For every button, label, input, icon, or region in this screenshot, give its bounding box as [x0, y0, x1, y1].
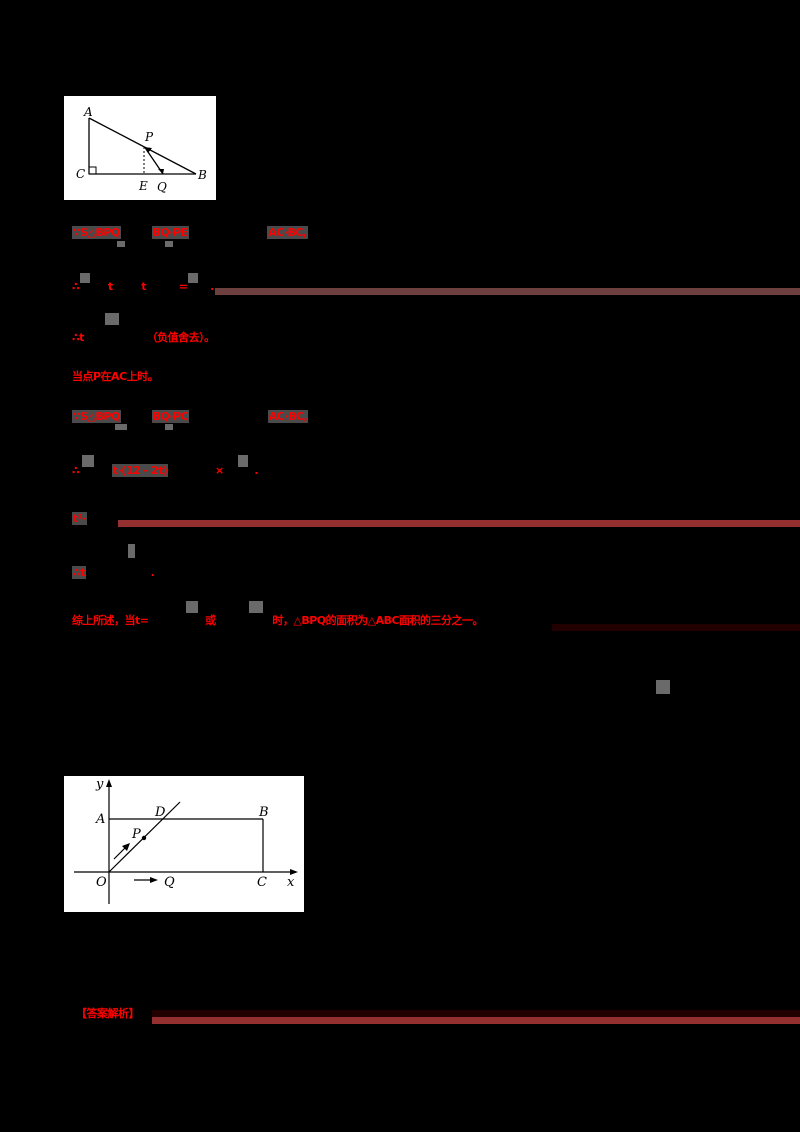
case1-area-line: ∵S△BPQ BQ·PE AC·BC, — [72, 226, 308, 240]
fraction-placeholder — [115, 424, 127, 430]
svg-text:D: D — [154, 805, 166, 820]
highlight-bar — [215, 288, 800, 295]
fraction-placeholder — [656, 680, 670, 694]
fraction-placeholder — [165, 424, 173, 430]
svg-text:x: x — [287, 875, 295, 890]
case1-result-line: ∴t （负值舍去）。 — [72, 331, 215, 344]
fraction-placeholder — [80, 273, 90, 283]
svg-text:O: O — [96, 875, 107, 890]
svg-text:Q: Q — [164, 875, 175, 890]
fraction-placeholder — [249, 601, 263, 613]
svg-text:E: E — [138, 179, 148, 193]
svg-text:C: C — [257, 875, 267, 890]
svg-text:Q: Q — [157, 180, 167, 194]
case2-result-line: ∴t . — [72, 566, 155, 579]
triangle-diagram: A C E Q B P — [76, 105, 207, 194]
svg-text:A: A — [95, 812, 105, 827]
svg-text:y: y — [95, 777, 104, 792]
svg-text:P: P — [144, 130, 154, 144]
case2-area-line: ∵S△BPQ BQ·PC AC·BC, — [72, 410, 309, 424]
case2-equation-line: ∴ t·(12 - 2t) × . — [72, 464, 259, 477]
highlight-bar — [552, 624, 800, 631]
svg-text:B: B — [197, 168, 207, 182]
case2-quadratic-line: t²- — [72, 512, 88, 525]
svg-text:B: B — [258, 805, 269, 820]
fraction-placeholder — [165, 241, 173, 247]
fraction-placeholder — [238, 455, 248, 467]
fraction-placeholder — [186, 601, 198, 613]
ac-bc-expression: AC·BC, — [267, 226, 308, 239]
area-expression-1: ∵S△BPQ — [72, 226, 121, 239]
bq-pc-expression: BQ·PC — [151, 410, 190, 423]
svg-text:A: A — [83, 105, 93, 119]
highlight-bar — [152, 1017, 800, 1024]
fraction-placeholder — [117, 241, 125, 247]
figure-triangle: A C E Q B P — [64, 96, 216, 200]
highlight-bar — [118, 520, 800, 527]
fraction-placeholder — [82, 455, 94, 467]
case1-equation-line: ∴ t t = . — [72, 280, 214, 293]
figure-rectangle: y x A B D P O Q C — [64, 776, 304, 912]
section-heading: 【答案解析】 — [76, 1007, 140, 1020]
t-times-expression: t·(12 - 2t) — [111, 464, 169, 477]
svg-text:P: P — [131, 827, 141, 842]
case2-heading: 当点P在AC上时。 — [72, 370, 159, 383]
svg-text:C: C — [76, 167, 85, 181]
conclusion-line: 综上所述，当t= 或 时，△BPQ的面积为△ABC面积的三分之一。 — [72, 614, 484, 627]
area-expression-2: ∵S△BPQ — [72, 410, 121, 423]
fraction-placeholder — [105, 313, 119, 325]
ac-bc-expression-2: AC·BC, — [267, 410, 309, 423]
rectangle-diagram: y x A B D P O Q C — [74, 777, 298, 904]
highlight-bar — [152, 1010, 800, 1017]
fraction-placeholder — [128, 544, 135, 558]
fraction-placeholder — [188, 273, 198, 283]
bq-pe-expression: BQ·PE — [151, 226, 189, 239]
